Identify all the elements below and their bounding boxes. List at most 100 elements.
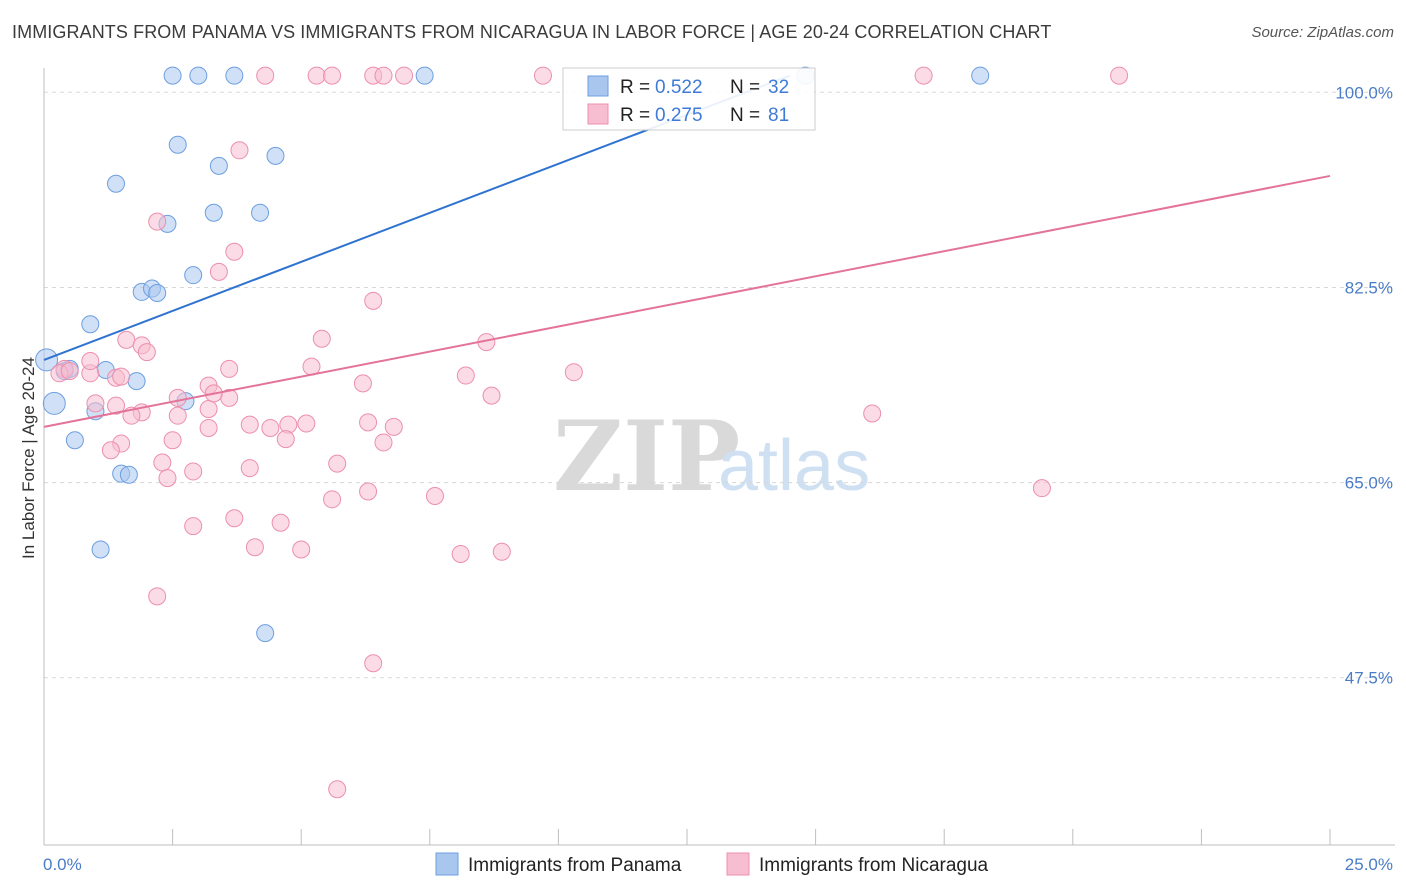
nicaragua-point[interactable]: [1032, 479, 1051, 498]
nicaragua-point[interactable]: [220, 359, 239, 378]
nicaragua-point[interactable]: [533, 66, 552, 85]
watermark-atlas: atlas: [718, 426, 870, 506]
panama-point[interactable]: [266, 146, 285, 165]
legend-n-value: 32: [768, 77, 789, 98]
nicaragua-point[interactable]: [451, 544, 470, 563]
panama-point[interactable]: [415, 66, 434, 85]
panama-point[interactable]: [163, 66, 182, 85]
panama-point[interactable]: [971, 66, 990, 85]
nicaragua-point[interactable]: [323, 66, 342, 85]
nicaragua-point[interactable]: [364, 291, 383, 310]
panama-point[interactable]: [107, 174, 126, 193]
nicaragua-point[interactable]: [148, 212, 167, 231]
nicaragua-point[interactable]: [163, 431, 182, 450]
nicaragua-point[interactable]: [117, 330, 136, 349]
nicaragua-point[interactable]: [863, 404, 882, 423]
y-tick-label: 65.0%: [1345, 474, 1393, 493]
nicaragua-point[interactable]: [86, 394, 105, 413]
nicaragua-point[interactable]: [492, 542, 511, 561]
panama-point[interactable]: [127, 372, 146, 391]
nicaragua-point[interactable]: [225, 242, 244, 261]
nicaragua-point[interactable]: [230, 141, 249, 160]
nicaragua-point[interactable]: [101, 441, 120, 460]
nicaragua-trend-line: [43, 174, 1331, 428]
panama-point[interactable]: [148, 284, 167, 303]
nicaragua-point[interactable]: [225, 509, 244, 528]
nicaragua-point[interactable]: [261, 418, 280, 437]
nicaragua-point[interactable]: [307, 66, 326, 85]
panama-point[interactable]: [81, 315, 100, 334]
nicaragua-point[interactable]: [374, 433, 393, 452]
panama-point[interactable]: [42, 391, 66, 415]
nicaragua-point[interactable]: [353, 374, 372, 393]
nicaragua-point[interactable]: [256, 66, 275, 85]
legend-n-value: 81: [768, 105, 789, 126]
panama-point[interactable]: [91, 540, 110, 559]
nicaragua-point[interactable]: [168, 388, 187, 407]
chart-title: IMMIGRANTS FROM PANAMA VS IMMIGRANTS FRO…: [12, 22, 1052, 42]
nicaragua-point[interactable]: [240, 459, 259, 478]
nicaragua-point[interactable]: [199, 399, 218, 418]
nicaragua-point[interactable]: [153, 453, 172, 472]
legend-r-value: 0.275: [655, 105, 703, 126]
data-points[interactable]: [35, 66, 1129, 799]
nicaragua-point[interactable]: [245, 538, 264, 557]
nicaragua-point[interactable]: [199, 418, 218, 437]
x-tick-label-start: 0.0%: [43, 855, 82, 874]
panama-point[interactable]: [209, 156, 228, 175]
y-tick-labels: 47.5% 65.0% 82.5% 100.0%: [1335, 83, 1393, 687]
panama-point[interactable]: [119, 465, 138, 484]
nicaragua-point[interactable]: [456, 366, 475, 385]
nicaragua-point[interactable]: [60, 362, 79, 381]
nicaragua-point[interactable]: [564, 363, 583, 382]
nicaragua-point[interactable]: [328, 454, 347, 473]
bottom-legend-swatch: [726, 852, 750, 876]
watermark: ZIP atlas: [553, 400, 870, 513]
legend-swatch: [587, 103, 609, 125]
watermark-zip: ZIP: [553, 400, 740, 513]
nicaragua-point[interactable]: [107, 396, 126, 415]
x-tick-labels: 0.0% 25.0%: [43, 855, 1393, 874]
panama-point[interactable]: [251, 203, 270, 222]
nicaragua-point[interactable]: [81, 352, 100, 371]
nicaragua-point[interactable]: [112, 367, 131, 386]
nicaragua-point[interactable]: [323, 490, 342, 509]
source-label: Source: ZipAtlas.com: [1251, 24, 1394, 41]
nicaragua-point[interactable]: [158, 469, 177, 488]
nicaragua-point[interactable]: [184, 517, 203, 536]
nicaragua-point[interactable]: [297, 414, 316, 433]
panama-point[interactable]: [168, 135, 187, 154]
nicaragua-point[interactable]: [312, 329, 331, 348]
nicaragua-point[interactable]: [914, 66, 933, 85]
nicaragua-point[interactable]: [374, 66, 393, 85]
nicaragua-point[interactable]: [184, 462, 203, 481]
panama-point[interactable]: [65, 431, 84, 450]
nicaragua-point[interactable]: [240, 415, 259, 434]
y-axis-title: In Labor Force | Age 20-24: [19, 357, 38, 559]
nicaragua-point[interactable]: [276, 430, 295, 449]
panama-point[interactable]: [256, 624, 275, 643]
x-tick-label-end: 25.0%: [1345, 855, 1393, 874]
nicaragua-point[interactable]: [271, 513, 290, 532]
nicaragua-point[interactable]: [168, 406, 187, 425]
nicaragua-point[interactable]: [148, 587, 167, 606]
nicaragua-point[interactable]: [384, 417, 403, 436]
nicaragua-point[interactable]: [364, 654, 383, 673]
nicaragua-point[interactable]: [1110, 66, 1129, 85]
panama-point[interactable]: [225, 66, 244, 85]
y-tick-label: 100.0%: [1335, 83, 1393, 102]
panama-point[interactable]: [184, 266, 203, 285]
nicaragua-point[interactable]: [425, 486, 444, 505]
bottom-legend-label: Immigrants from Panama: [468, 855, 682, 876]
nicaragua-point[interactable]: [482, 386, 501, 405]
nicaragua-point[interactable]: [359, 413, 378, 432]
nicaragua-point[interactable]: [137, 343, 156, 362]
nicaragua-point[interactable]: [292, 540, 311, 559]
panama-point[interactable]: [189, 66, 208, 85]
nicaragua-point[interactable]: [359, 482, 378, 501]
panama-point[interactable]: [204, 203, 223, 222]
nicaragua-point[interactable]: [209, 262, 228, 281]
nicaragua-point[interactable]: [395, 66, 414, 85]
nicaragua-point[interactable]: [328, 780, 347, 799]
